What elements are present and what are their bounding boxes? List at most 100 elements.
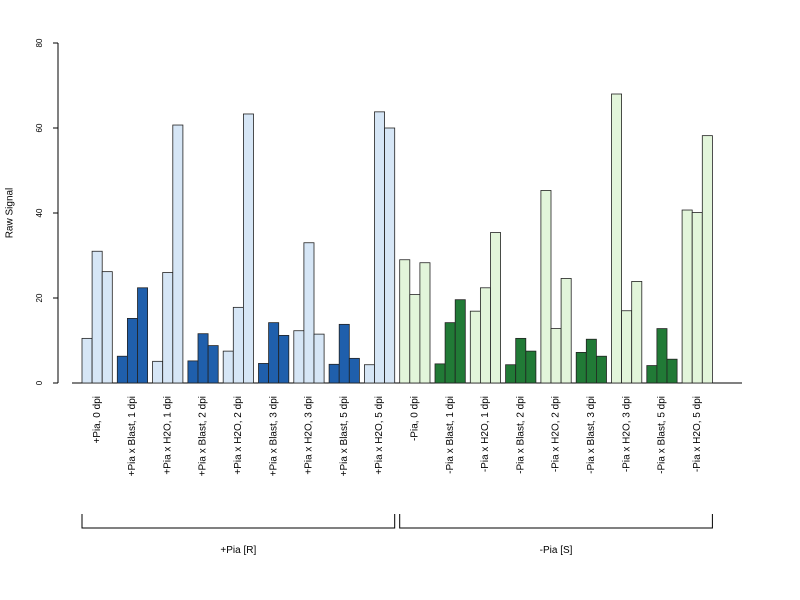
category-label: -Pia x Blast, 2 dpi xyxy=(515,396,526,474)
y-tick-label: 80 xyxy=(35,38,44,47)
bar-group xyxy=(293,242,325,384)
bar xyxy=(621,310,633,384)
category-label: +Pia, 0 dpi xyxy=(92,396,103,444)
bar xyxy=(91,250,103,384)
bar-group xyxy=(152,124,184,384)
category-label: +Pia x Blast, 3 dpi xyxy=(268,396,279,476)
bar xyxy=(444,322,456,384)
bar xyxy=(137,287,149,384)
bar xyxy=(469,310,481,384)
category-label: +Pia x H2O, 5 dpi xyxy=(374,396,385,475)
bar xyxy=(505,364,517,384)
category-label: +Pia x Blast, 5 dpi xyxy=(339,396,350,476)
bar-group xyxy=(434,299,466,384)
bar xyxy=(515,337,527,384)
bar xyxy=(81,337,93,384)
bar xyxy=(268,322,280,384)
y-tick-label: 40 xyxy=(35,208,44,217)
category-label: -Pia x H2O, 3 dpi xyxy=(621,396,632,472)
bar xyxy=(490,232,502,384)
bar xyxy=(550,328,562,384)
category-label: -Pia x H2O, 2 dpi xyxy=(551,396,562,472)
bar-group xyxy=(611,93,643,384)
bar-group xyxy=(399,259,431,384)
bar xyxy=(162,272,174,384)
bar xyxy=(409,294,421,384)
bar xyxy=(348,357,360,384)
bar xyxy=(656,328,668,384)
bar xyxy=(691,212,703,384)
bar xyxy=(399,259,411,384)
group-bracket: -Pia [S] xyxy=(399,514,713,556)
bar-group xyxy=(116,287,149,384)
category-label: +Pia x Blast, 2 dpi xyxy=(198,396,209,476)
category-label: -Pia x Blast, 5 dpi xyxy=(657,396,668,474)
bar-group xyxy=(469,232,502,384)
bar xyxy=(585,338,597,384)
bar xyxy=(374,111,386,384)
category-label: -Pia x Blast, 1 dpi xyxy=(445,396,456,474)
bar xyxy=(197,333,209,384)
group-bracket: +Pia [R] xyxy=(81,514,396,556)
bar xyxy=(127,317,138,384)
bar xyxy=(278,334,290,384)
bar-group xyxy=(258,322,290,384)
bar xyxy=(701,135,713,384)
bar-group xyxy=(363,111,396,384)
y-axis-title: Raw Signal xyxy=(5,188,16,239)
bar xyxy=(419,262,431,384)
bar xyxy=(611,93,623,384)
bar xyxy=(525,350,537,384)
bar xyxy=(646,365,658,384)
bar xyxy=(242,113,254,384)
bar-group xyxy=(222,113,254,384)
bar xyxy=(293,330,305,384)
bar-group xyxy=(328,323,360,384)
bar xyxy=(540,190,552,384)
y-tick-label: 60 xyxy=(35,123,44,132)
bar xyxy=(222,350,234,384)
bar-group xyxy=(505,337,537,384)
category-label: +Pia x H2O, 3 dpi xyxy=(304,396,315,475)
bar xyxy=(101,271,113,384)
bar xyxy=(631,281,643,384)
bar xyxy=(454,299,466,384)
bar xyxy=(596,355,607,384)
bar-group xyxy=(81,250,113,384)
bar xyxy=(328,363,340,384)
bar xyxy=(479,287,491,384)
group-label: +Pia [R] xyxy=(220,545,256,556)
bar xyxy=(384,127,396,384)
bar xyxy=(232,306,244,384)
y-axis: 0 20 40 60 80 xyxy=(35,38,59,385)
bar xyxy=(434,363,446,384)
group-brackets: +Pia [R] -Pia [S] xyxy=(81,514,713,556)
bar xyxy=(207,345,219,384)
bar xyxy=(116,355,128,384)
bar xyxy=(338,323,350,384)
bracket-line xyxy=(399,514,713,529)
group-label: -Pia [S] xyxy=(540,545,573,556)
bars xyxy=(81,93,713,384)
bar-group xyxy=(646,328,678,384)
bar-group xyxy=(575,338,607,384)
bar xyxy=(172,124,184,384)
category-label: -Pia, 0 dpi xyxy=(409,396,420,441)
bar xyxy=(575,351,587,384)
y-tick-label: 20 xyxy=(35,293,44,302)
category-labels: +Pia, 0 dpi +Pia x Blast, 1 dpi +Pia x H2O… xyxy=(92,396,703,476)
bar xyxy=(187,360,199,384)
category-label: +Pia x H2O, 2 dpi xyxy=(233,396,244,475)
category-label: +Pia x Blast, 1 dpi xyxy=(127,396,138,476)
y-tick-label: 0 xyxy=(35,380,44,385)
bar xyxy=(313,333,325,384)
bar xyxy=(152,360,164,384)
bar-group xyxy=(187,333,219,384)
bar xyxy=(666,358,678,384)
category-label: -Pia x Blast, 3 dpi xyxy=(586,396,597,474)
category-label: +Pia x H2O, 1 dpi xyxy=(162,396,173,475)
bar xyxy=(681,209,693,384)
bracket-line xyxy=(81,514,396,529)
category-label: -Pia x H2O, 1 dpi xyxy=(480,396,491,472)
